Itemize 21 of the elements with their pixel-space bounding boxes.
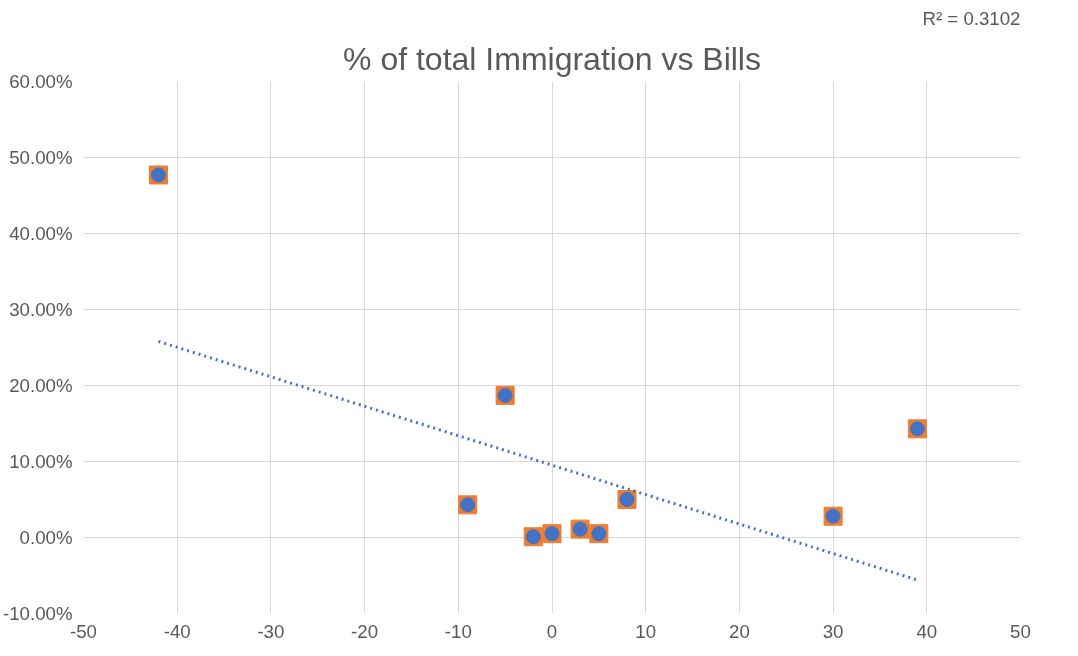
y-tick-label: 20.00% bbox=[9, 375, 73, 396]
x-tick-label: 0 bbox=[546, 620, 558, 642]
x-tick-label: 40 bbox=[916, 620, 938, 642]
y-tick-label: 10.00% bbox=[9, 451, 73, 472]
text: R² = 0.3102 bbox=[922, 7, 1021, 29]
chart-title: % of total Immigration vs Bills bbox=[343, 40, 761, 77]
y-tick-label: 60.00% bbox=[9, 71, 73, 92]
x-tick-label: 10 bbox=[635, 620, 657, 642]
y-tick-label: -10.00% bbox=[3, 603, 73, 624]
y-tick-label: 0.00% bbox=[19, 527, 73, 548]
x-tick-label: -30 bbox=[257, 620, 285, 642]
x-tick-label: 20 bbox=[729, 620, 750, 642]
y-tick-label: 50.00% bbox=[9, 147, 73, 168]
x-tick-label: -20 bbox=[351, 620, 379, 642]
x-tick-label: -10 bbox=[444, 620, 472, 642]
y-tick-label: 40.00% bbox=[9, 223, 73, 244]
x-tick-label: 30 bbox=[822, 620, 844, 642]
x-tick-label: 50 bbox=[1010, 620, 1031, 642]
x-tick-label: -50 bbox=[70, 620, 97, 642]
x-tick-label: -40 bbox=[163, 620, 191, 642]
y-tick-label: 30.00% bbox=[9, 299, 73, 320]
